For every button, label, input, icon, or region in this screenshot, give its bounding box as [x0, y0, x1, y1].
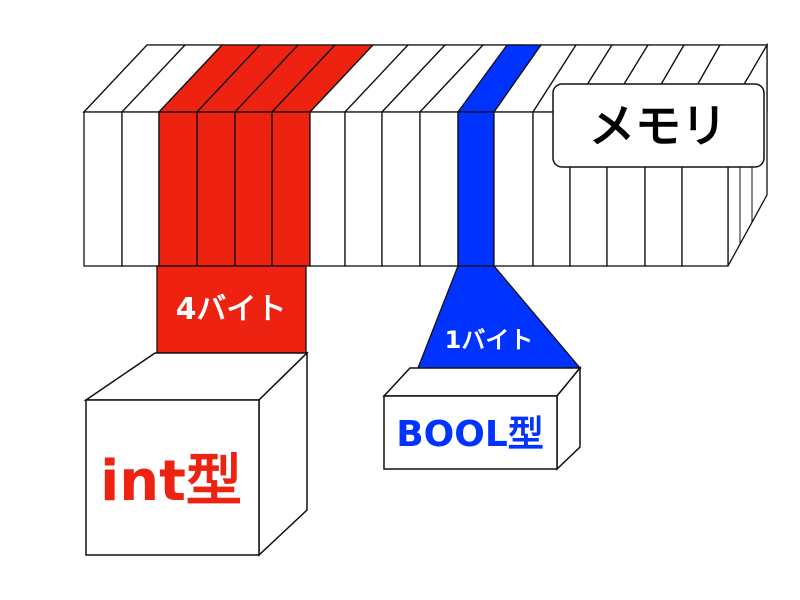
int-type-box — [83, 351, 309, 557]
int-byte — [196, 111, 236, 267]
int-size-label: 4バイト — [176, 292, 287, 327]
memory-cell — [419, 111, 459, 267]
memory-cell — [121, 111, 160, 267]
memory-cell — [83, 111, 123, 267]
bool-type-label: BOOL型 — [396, 414, 544, 455]
memory-cell — [309, 111, 346, 267]
memory-cell — [493, 111, 534, 267]
int-type-label: int型 — [100, 449, 242, 514]
bool-size-label: 1バイト — [445, 326, 534, 354]
memory-cell — [381, 111, 421, 267]
int-byte — [158, 111, 198, 267]
memory-label-box — [552, 83, 765, 168]
bool-type-box — [382, 365, 582, 471]
bool-byte — [457, 111, 495, 267]
memory-strip-top — [82, 44, 769, 113]
int-byte — [271, 111, 311, 267]
memory-cell — [344, 111, 383, 267]
memory-label: メモリ — [589, 99, 727, 153]
int-size-connector — [156, 265, 307, 354]
int-byte — [234, 111, 273, 267]
